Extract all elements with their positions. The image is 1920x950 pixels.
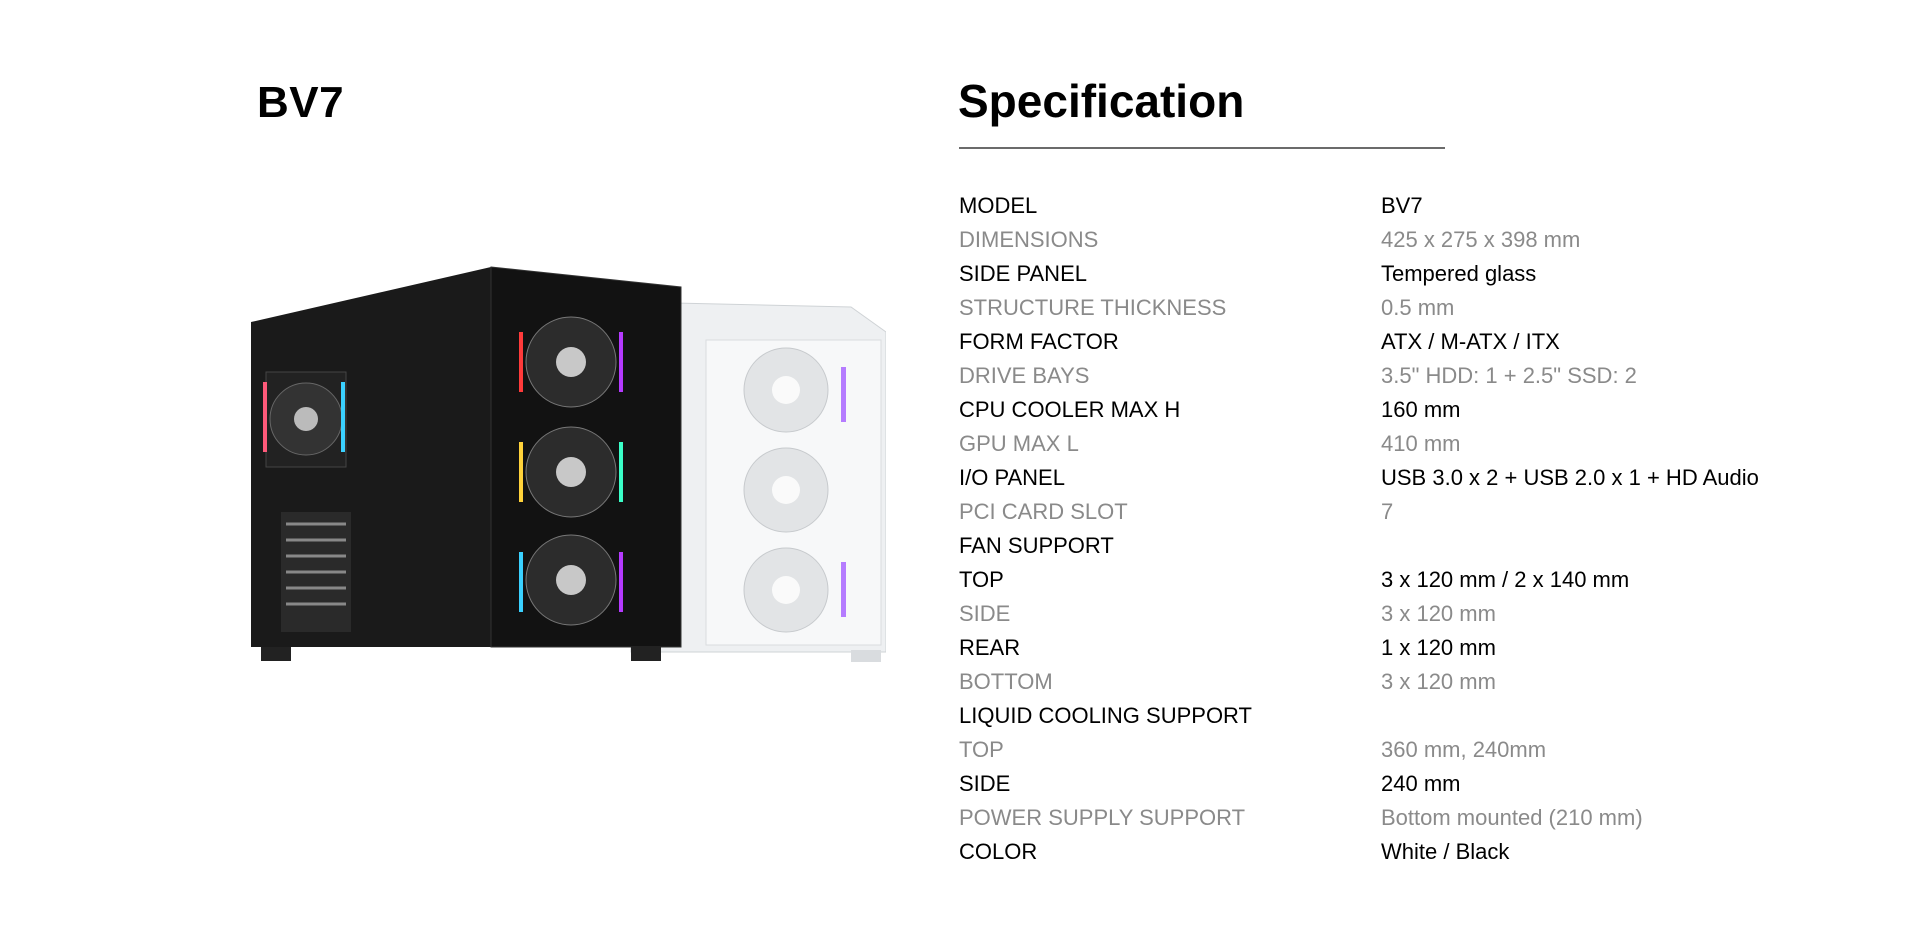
- spec-row: DIMENSIONS 425 x 275 x 398 mm: [959, 223, 1759, 257]
- spec-row: FAN SUPPORT: [959, 529, 1759, 563]
- spec-key: DRIVE BAYS: [959, 363, 1090, 388]
- spec-key: SIDE: [959, 771, 1011, 796]
- spec-row: DRIVE BAYS 3.5" HDD: 1 + 2.5" SSD: 2: [959, 359, 1759, 393]
- spec-key: FORM FACTOR: [959, 329, 1119, 354]
- black-case: [251, 266, 682, 661]
- spec-key: SIDE: [959, 601, 1011, 626]
- spec-value: USB 3.0 x 2 + USB 2.0 x 1 + HD Audio: [1381, 465, 1759, 490]
- white-case: [630, 301, 886, 662]
- spec-key: PCI CARD SLOT: [959, 499, 1128, 524]
- spec-row: COLOR White / Black: [959, 835, 1759, 869]
- spec-key: COLOR: [959, 839, 1038, 864]
- spec-row: PCI CARD SLOT 7: [959, 495, 1759, 529]
- spec-key: REAR: [959, 635, 1021, 660]
- spec-value: 1 x 120 mm: [1381, 635, 1496, 660]
- spec-value: 3.5" HDD: 1 + 2.5" SSD: 2: [1381, 363, 1637, 388]
- spec-row: SIDE 240 mm: [959, 767, 1759, 801]
- spec-row: GPU MAX L 410 mm: [959, 427, 1759, 461]
- spec-value: 7: [1381, 499, 1394, 524]
- spec-value: BV7: [1381, 193, 1423, 218]
- spec-key: TOP: [959, 567, 1004, 592]
- spec-value: 3 x 120 mm: [1381, 601, 1496, 626]
- spec-row: I/O PANEL USB 3.0 x 2 + USB 2.0 x 1 + HD …: [959, 461, 1759, 495]
- spec-row: STRUCTURE THICKNESS 0.5 mm: [959, 291, 1759, 325]
- title-divider: [959, 147, 1445, 149]
- spec-row: BOTTOM 3 x 120 mm: [959, 665, 1759, 699]
- spec-table: MODEL BV7 DIMENSIONS 425 x 275 x 398 mm SIDE…: [959, 189, 1759, 869]
- spec-key: SIDE PANEL: [959, 261, 1087, 286]
- spec-key: LIQUID COOLING SUPPORT: [959, 703, 1252, 728]
- spec-key: MODEL: [959, 193, 1038, 218]
- spec-row: LIQUID COOLING SUPPORT: [959, 699, 1759, 733]
- spec-value: 240 mm: [1381, 771, 1461, 796]
- spec-key: GPU MAX L: [959, 431, 1079, 456]
- spec-key: POWER SUPPLY SUPPORT: [959, 805, 1246, 830]
- spec-value: 160 mm: [1381, 397, 1461, 422]
- spec-key: TOP: [959, 737, 1004, 762]
- spec-value: White / Black: [1381, 839, 1510, 864]
- spec-value: ATX / M-ATX / ITX: [1381, 329, 1560, 354]
- spec-value: Bottom mounted (210 mm): [1381, 805, 1643, 830]
- spec-value: 0.5 mm: [1381, 295, 1455, 320]
- spec-row: SIDE 3 x 120 mm: [959, 597, 1759, 631]
- spec-key: FAN SUPPORT: [959, 533, 1114, 558]
- spec-value: 425 x 275 x 398 mm: [1381, 227, 1581, 252]
- spec-key: DIMENSIONS: [959, 227, 1099, 252]
- spec-row: SIDE PANEL Tempered glass: [959, 257, 1759, 291]
- spec-key: CPU COOLER MAX H: [959, 397, 1181, 422]
- spec-title: Specification: [958, 75, 1245, 127]
- spec-value: 3 x 120 mm / 2 x 140 mm: [1381, 567, 1630, 592]
- spec-key: STRUCTURE THICKNESS: [959, 295, 1227, 320]
- product-image: [251, 266, 886, 662]
- spec-row: FORM FACTOR ATX / M-ATX / ITX: [959, 325, 1759, 359]
- spec-value: 410 mm: [1381, 431, 1461, 456]
- spec-key: BOTTOM: [959, 669, 1053, 694]
- spec-key: I/O PANEL: [959, 465, 1065, 490]
- spec-row: CPU COOLER MAX H 160 mm: [959, 393, 1759, 427]
- spec-value: Tempered glass: [1381, 261, 1537, 286]
- spec-row: TOP 3 x 120 mm / 2 x 140 mm: [959, 563, 1759, 597]
- spec-value: 3 x 120 mm: [1381, 669, 1496, 694]
- product-title: BV7: [257, 78, 345, 127]
- spec-row: REAR 1 x 120 mm: [959, 631, 1759, 665]
- spec-row: MODEL BV7: [959, 189, 1759, 223]
- spec-value: 360 mm, 240mm: [1381, 737, 1547, 762]
- spec-row: POWER SUPPLY SUPPORT Bottom mounted (210 …: [959, 801, 1759, 835]
- spec-row: TOP 360 mm, 240mm: [959, 733, 1759, 767]
